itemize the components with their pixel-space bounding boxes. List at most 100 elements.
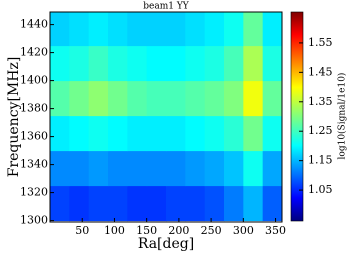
- heatmap-cell: [69, 80, 90, 117]
- heatmap-cell: [243, 115, 264, 152]
- heatmap-cell: [204, 115, 225, 152]
- heatmap-cell: [146, 45, 167, 82]
- heatmap-cell: [262, 115, 283, 152]
- heatmap-cell: [224, 80, 244, 117]
- y-tick-label: 1300: [20, 214, 48, 227]
- heatmap-cell: [185, 115, 206, 152]
- heatmap-cell: [88, 45, 109, 82]
- colorbar-tick-label: 1.15: [308, 154, 333, 167]
- x-tick-label: 200: [168, 224, 189, 237]
- heatmap-cell: [262, 12, 283, 47]
- heatmap-cell: [146, 115, 167, 152]
- heatmap-cell: [50, 115, 70, 152]
- heatmap-cell: [204, 45, 225, 82]
- heatmap-cell: [262, 185, 283, 222]
- heatmap-cell: [262, 45, 283, 82]
- heatmap-cell: [243, 12, 264, 47]
- heatmap-cell: [204, 80, 225, 117]
- y-tick-label: 1400: [20, 74, 48, 87]
- heatmap-cell: [224, 150, 244, 187]
- heatmap-cell: [88, 115, 109, 152]
- colorbar-tick-label: 1.55: [308, 36, 333, 49]
- heatmap-cell: [146, 12, 167, 47]
- x-tick-label: 50: [75, 224, 89, 237]
- heatmap: [50, 12, 283, 222]
- heatmap-cell: [204, 185, 225, 222]
- heatmap-cell: [108, 80, 128, 117]
- heatmap-cell: [224, 185, 244, 222]
- heatmap-cell: [224, 12, 244, 47]
- heatmap-cell: [185, 185, 206, 222]
- x-tick-label: 350: [265, 224, 286, 237]
- heatmap-cell: [185, 12, 206, 47]
- heatmap-cell: [127, 185, 148, 222]
- heatmap-cell: [224, 115, 244, 152]
- heatmap-cell: [166, 45, 186, 82]
- heatmap-cell: [243, 150, 264, 187]
- x-tick-label: 100: [104, 224, 125, 237]
- heatmap-cell: [69, 185, 90, 222]
- heatmap-cell: [69, 45, 90, 82]
- heatmap-cell: [262, 150, 283, 187]
- heatmap-cell: [243, 80, 264, 117]
- colorbar-tick-label: 1.45: [308, 65, 333, 78]
- heatmap-cell: [127, 80, 148, 117]
- heatmap-cell: [50, 12, 70, 47]
- heatmap-cell: [185, 80, 206, 117]
- heatmap-cell: [166, 12, 186, 47]
- colorbar-tick-label: 1.05: [308, 183, 333, 196]
- heatmap-cell: [50, 150, 70, 187]
- heatmap-cell: [166, 80, 186, 117]
- heatmap-cell: [108, 150, 128, 187]
- heatmap-cell: [243, 45, 264, 82]
- plot-frame: [49, 11, 283, 223]
- heatmap-cell: [243, 185, 264, 222]
- colorbar-tick-label: 1.25: [308, 124, 333, 137]
- y-tick-label: 1380: [20, 102, 48, 115]
- heatmap-cell: [50, 185, 70, 222]
- heatmap-cell: [262, 80, 283, 117]
- heatmap-cell: [108, 12, 128, 47]
- heatmap-cell: [146, 185, 167, 222]
- y-tick-label: 1440: [20, 18, 48, 31]
- heatmap-cell: [88, 150, 109, 187]
- y-tick-label: 1420: [20, 46, 48, 59]
- y-axis-label: Frequency[MHz]: [6, 57, 22, 178]
- heatmap-cell: [166, 115, 186, 152]
- heatmap-cell: [146, 150, 167, 187]
- x-tick-label: 250: [201, 224, 222, 237]
- chart-title: beam1 YY: [143, 2, 190, 12]
- heatmap-cell: [108, 185, 128, 222]
- heatmap-cell: [108, 115, 128, 152]
- heatmap-cell: [166, 150, 186, 187]
- y-tick-label: 1340: [20, 158, 48, 171]
- heatmap-cell: [127, 45, 148, 82]
- heatmap-cell: [185, 45, 206, 82]
- heatmap-cell: [127, 150, 148, 187]
- heatmap-cell: [166, 185, 186, 222]
- heatmap-cell: [69, 115, 90, 152]
- colorbar-label: log10(Signal/1e10): [337, 73, 348, 160]
- heatmap-cell: [69, 150, 90, 187]
- x-axis-label: Ra[deg]: [138, 236, 194, 252]
- y-tick-label: 1320: [20, 186, 48, 199]
- heatmap-cell: [204, 12, 225, 47]
- heatmap-cell: [127, 12, 148, 47]
- heatmap-cell: [69, 12, 90, 47]
- heatmap-cell: [88, 185, 109, 222]
- heatmap-cell: [146, 80, 167, 117]
- heatmap-cell: [127, 115, 148, 152]
- heatmap-cell: [204, 150, 225, 187]
- heatmap-cell: [88, 80, 109, 117]
- y-tick-label: 1360: [20, 130, 48, 143]
- heatmap-cell: [185, 150, 206, 187]
- colorbar-tick-label: 1.35: [308, 95, 333, 108]
- x-tick-label: 300: [233, 224, 254, 237]
- x-tick-label: 150: [136, 224, 157, 237]
- heatmap-cell: [224, 45, 244, 82]
- heatmap-cell: [50, 45, 70, 82]
- colorbar: [290, 11, 304, 222]
- heatmap-cell: [88, 12, 109, 47]
